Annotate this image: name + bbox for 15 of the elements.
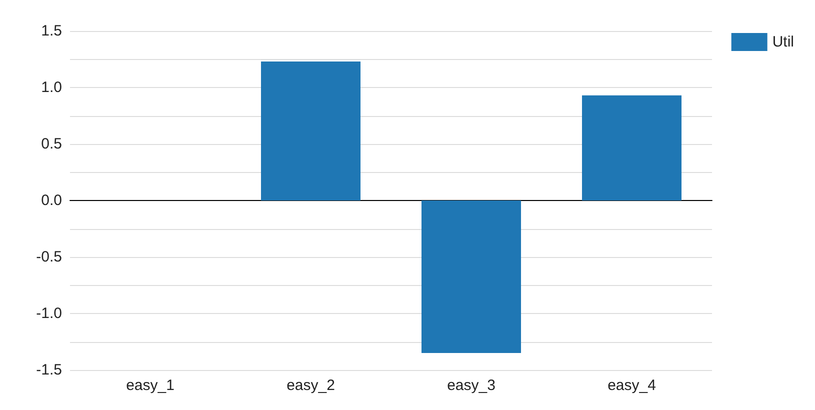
x-tick-label: easy_4 [608, 377, 656, 394]
x-tick-label: easy_3 [447, 377, 496, 394]
text: 0.0 [41, 192, 62, 209]
y-tick-label: -1.5 [36, 362, 62, 378]
bar [260, 62, 361, 200]
y-tick-label: -0.5 [36, 248, 62, 266]
text: 1.0 [41, 79, 62, 96]
x-tick-label: easy_2 [286, 377, 335, 394]
y-tick-label: 1.5 [41, 22, 62, 40]
x-tick-label: easy_1 [126, 377, 174, 394]
text: -1.0 [36, 305, 62, 322]
bar [421, 200, 522, 354]
y-tick-label: 0.5 [41, 136, 62, 152]
bar [582, 95, 682, 200]
legend-label: Util [772, 34, 794, 50]
